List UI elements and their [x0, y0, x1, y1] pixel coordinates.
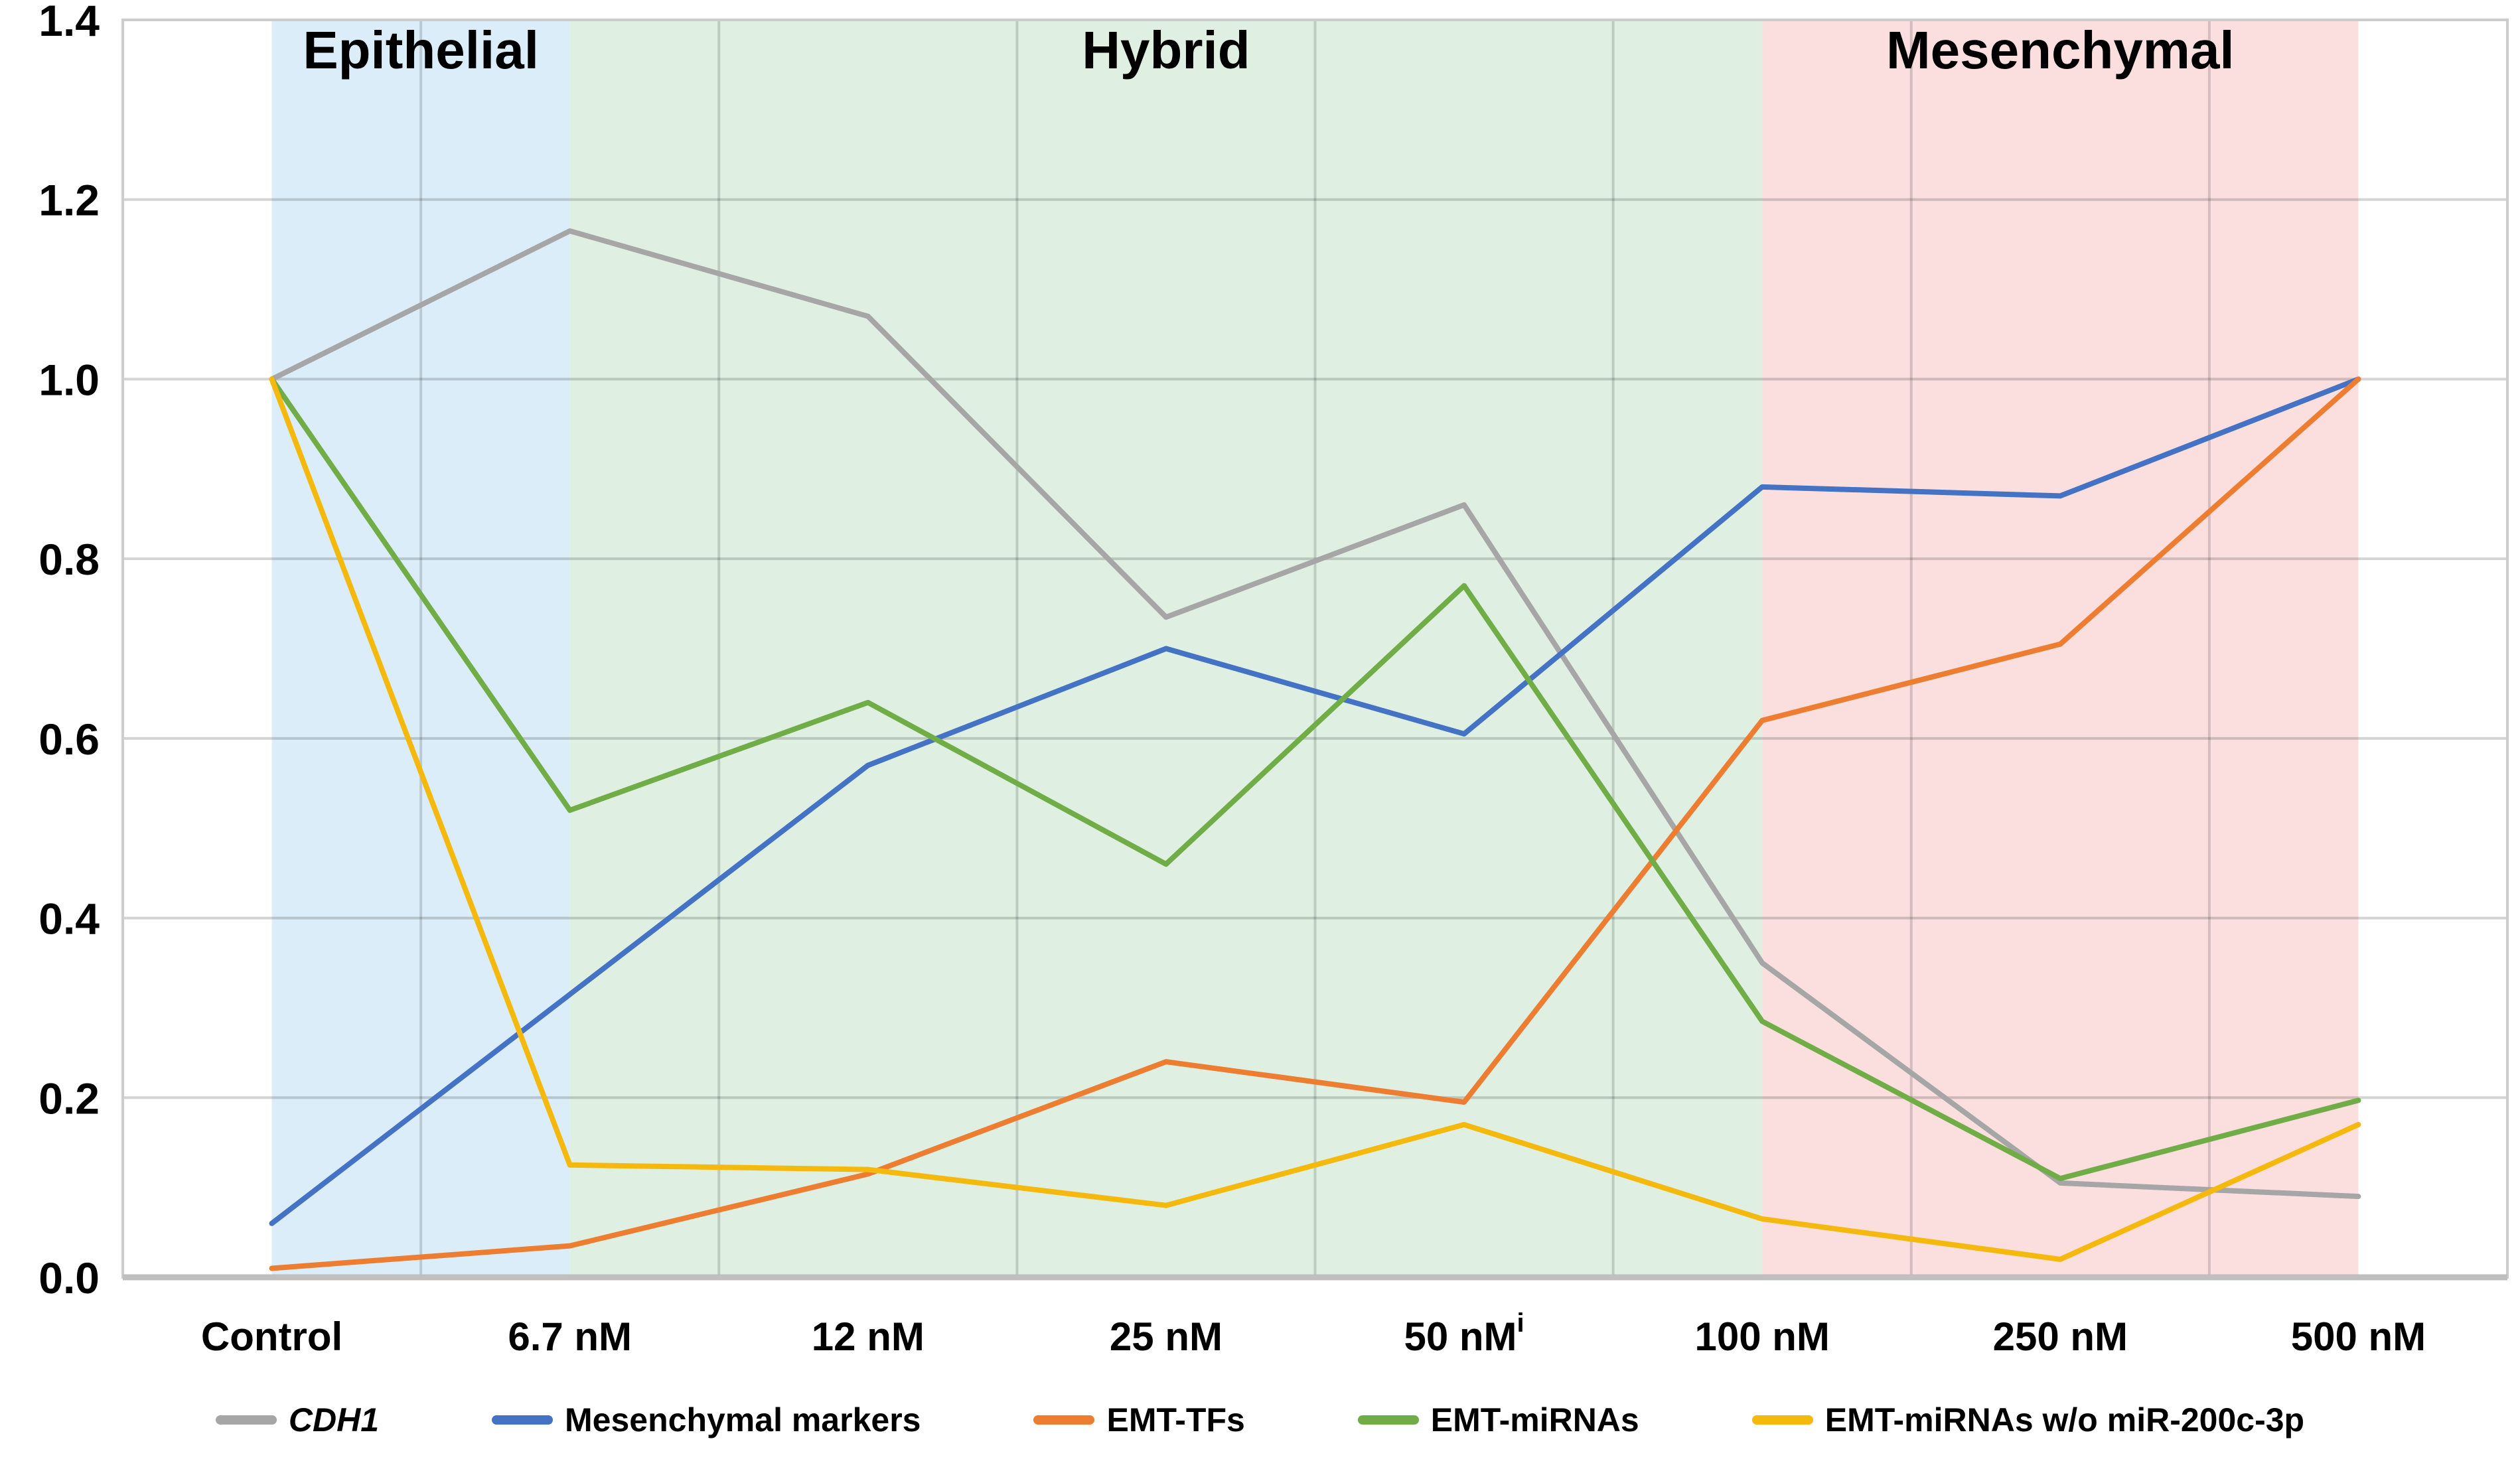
legend-item-emt-mirnas-w-o-mir-200c-3p: EMT-miRNAs w/o miR-200c-3p — [1751, 1401, 2305, 1439]
x-tick-label-100-nm: 100 nM — [1694, 1314, 1829, 1359]
series-line-emt-mirnas-w-o-mir-200c-3p — [269, 376, 2361, 1262]
legend-item-emt-mirnas: EMT-miRNAs — [1357, 1401, 1639, 1439]
legend-swatch-emt-mirnas-w-o-mir-200c-3p — [1751, 1415, 1813, 1425]
x-tick-text: 250 nM — [1993, 1314, 2128, 1359]
y-tick-label-1.4: 1.4 — [38, 0, 100, 45]
x-tick-label-250-nm: 250 nM — [1993, 1314, 2128, 1359]
region-band-mesenchymal — [1762, 20, 2359, 1277]
x-tick-label-25-nm: 25 nM — [1110, 1314, 1223, 1359]
legend-label-cdh1: CDH1 — [288, 1401, 380, 1439]
x-tick-text: 100 nM — [1694, 1314, 1829, 1359]
legend-label-mesenchymal-markers: Mesenchymal markers — [565, 1401, 921, 1439]
region-label-mesenchymal: Mesenchymal — [1886, 21, 2235, 80]
x-tick-superscript: i — [1517, 1308, 1524, 1338]
legend-swatch-emt-mirnas — [1357, 1415, 1419, 1425]
series-line-emt-mirnas — [269, 376, 2361, 1182]
chart-legend: CDH1 Mesenchymal markers EMT-TFs EMT-miRNAs… — [0, 1387, 2520, 1453]
y-tick-label-0.2: 0.2 — [38, 1074, 100, 1123]
x-tick-text: 6.7 nM — [508, 1314, 632, 1359]
region-band-epithelial — [271, 20, 570, 1277]
x-tick-text: 500 nM — [2291, 1314, 2426, 1359]
y-tick-label-0.8: 0.8 — [38, 535, 100, 584]
x-tick-text: 12 nM — [812, 1314, 925, 1359]
legend-label-emt-mirnas: EMT-miRNAs — [1430, 1401, 1639, 1439]
x-tick-text: 25 nM — [1110, 1314, 1223, 1359]
y-tick-label-0.0: 0.0 — [38, 1253, 100, 1302]
y-tick-label-1.2: 1.2 — [38, 176, 100, 225]
x-tick-label-control: Control — [201, 1314, 342, 1359]
region-label-epithelial: Epithelial — [303, 21, 539, 80]
region-label-hybrid: Hybrid — [1082, 21, 1250, 80]
x-tick-text: Control — [201, 1314, 342, 1359]
legend-item-emt-tfs: EMT-TFs — [1033, 1401, 1245, 1439]
y-tick-label-0.6: 0.6 — [38, 715, 100, 764]
x-tick-label-12-nm: 12 nM — [812, 1314, 925, 1359]
x-tick-label-6-7-nm: 6.7 nM — [508, 1314, 632, 1359]
series-line-cdh1 — [269, 228, 2361, 1200]
x-tick-label-500-nm: 500 nM — [2291, 1314, 2426, 1359]
legend-label-emt-mirnas-w-o-mir-200c-3p: EMT-miRNAs w/o miR-200c-3p — [1824, 1401, 2305, 1439]
legend-item-mesenchymal-markers: Mesenchymal markers — [492, 1401, 921, 1439]
legend-item-cdh1: CDH1 — [215, 1401, 380, 1439]
series-line-emt-tfs — [269, 376, 2361, 1271]
legend-swatch-emt-tfs — [1033, 1415, 1095, 1425]
legend-label-emt-tfs: EMT-TFs — [1106, 1401, 1245, 1439]
x-tick-text: 50 nM — [1404, 1314, 1517, 1359]
x-tick-label-50-nm: 50 nMi — [1404, 1308, 1524, 1359]
legend-swatch-cdh1 — [215, 1415, 277, 1425]
y-tick-label-0.4: 0.4 — [38, 894, 100, 944]
legend-swatch-mesenchymal-markers — [492, 1415, 554, 1425]
series-line-mesenchymal-markers — [269, 376, 2361, 1226]
y-tick-label-1.0: 1.0 — [38, 355, 100, 404]
